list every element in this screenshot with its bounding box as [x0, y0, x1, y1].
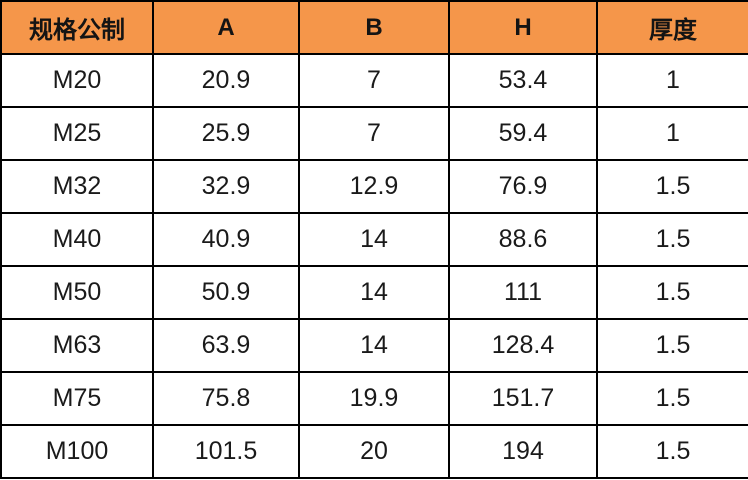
cell-thickness: 1.5 [596, 424, 748, 479]
cell-h: 194 [448, 424, 598, 479]
cell-b: 14 [298, 212, 450, 267]
cell-thickness: 1.5 [596, 265, 748, 320]
table-row-m50: M50 50.9 14 111 1.5 [0, 265, 748, 320]
cell-spec: M25 [0, 106, 154, 161]
cell-a: 25.9 [152, 106, 300, 161]
cell-spec: M63 [0, 318, 154, 373]
table-row-m100: M100 101.5 20 194 1.5 [0, 424, 748, 479]
table-row-m75: M75 75.8 19.9 151.7 1.5 [0, 371, 748, 426]
spec-table-body: M20 20.9 7 53.4 1 M25 25.9 7 59.4 1 M32 … [0, 53, 748, 479]
cell-h: 53.4 [448, 53, 598, 108]
cell-spec: M20 [0, 53, 154, 108]
table-row-m32: M32 32.9 12.9 76.9 1.5 [0, 159, 748, 214]
cell-a: 50.9 [152, 265, 300, 320]
cell-thickness: 1.5 [596, 212, 748, 267]
cell-h: 128.4 [448, 318, 598, 373]
cell-h: 151.7 [448, 371, 598, 426]
cell-spec: M40 [0, 212, 154, 267]
cell-h: 88.6 [448, 212, 598, 267]
cell-b: 12.9 [298, 159, 450, 214]
cell-thickness: 1 [596, 106, 748, 161]
cell-b: 14 [298, 318, 450, 373]
cell-spec: M32 [0, 159, 154, 214]
cell-a: 75.8 [152, 371, 300, 426]
cell-b: 7 [298, 53, 450, 108]
cell-a: 40.9 [152, 212, 300, 267]
column-header-b: B [298, 0, 450, 55]
column-header-a: A [152, 0, 300, 55]
cell-b: 20 [298, 424, 450, 479]
column-header-spec-metric: 规格公制 [0, 0, 154, 55]
cell-a: 101.5 [152, 424, 300, 479]
cell-a: 63.9 [152, 318, 300, 373]
cell-spec: M50 [0, 265, 154, 320]
cell-thickness: 1 [596, 53, 748, 108]
table-row-m20: M20 20.9 7 53.4 1 [0, 53, 748, 108]
cell-a: 32.9 [152, 159, 300, 214]
column-header-thickness: 厚度 [596, 0, 748, 55]
cell-b: 14 [298, 265, 450, 320]
table-row-m40: M40 40.9 14 88.6 1.5 [0, 212, 748, 267]
cell-thickness: 1.5 [596, 318, 748, 373]
cell-h: 111 [448, 265, 598, 320]
cell-h: 76.9 [448, 159, 598, 214]
cell-h: 59.4 [448, 106, 598, 161]
spec-table-header: 规格公制 A B H 厚度 [0, 0, 748, 55]
cell-b: 7 [298, 106, 450, 161]
cell-a: 20.9 [152, 53, 300, 108]
cell-thickness: 1.5 [596, 371, 748, 426]
cell-b: 19.9 [298, 371, 450, 426]
table-row-m63: M63 63.9 14 128.4 1.5 [0, 318, 748, 373]
cell-spec: M100 [0, 424, 154, 479]
header-row: 规格公制 A B H 厚度 [0, 0, 748, 55]
column-header-h: H [448, 0, 598, 55]
cell-thickness: 1.5 [596, 159, 748, 214]
cell-spec: M75 [0, 371, 154, 426]
table-row-m25: M25 25.9 7 59.4 1 [0, 106, 748, 161]
